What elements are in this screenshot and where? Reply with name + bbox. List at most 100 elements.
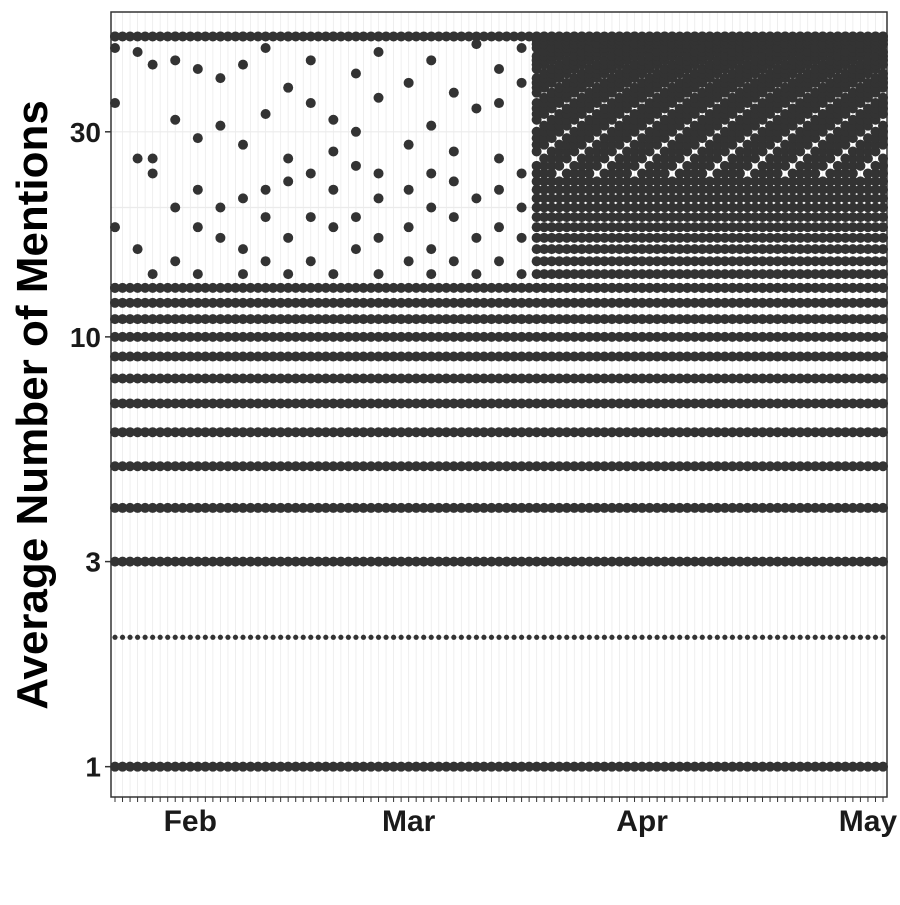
data-point	[268, 297, 279, 308]
data-point	[238, 139, 248, 150]
data-point	[132, 282, 143, 293]
data-point	[343, 461, 354, 472]
data-point	[238, 398, 248, 409]
data-point	[704, 244, 715, 255]
data-point	[795, 193, 806, 204]
data-point	[772, 153, 783, 164]
data-point	[215, 761, 226, 772]
data-point	[847, 461, 858, 472]
data-point	[674, 168, 685, 179]
data-point	[622, 160, 632, 171]
data-point	[539, 47, 550, 58]
data-point	[524, 314, 535, 325]
data-point	[832, 331, 843, 342]
data-point	[486, 373, 497, 384]
data-point	[591, 351, 602, 362]
data-point	[737, 634, 743, 640]
data-point	[381, 297, 392, 308]
data-point	[637, 77, 648, 88]
data-point	[847, 314, 858, 325]
data-point	[744, 634, 751, 640]
data-point	[734, 331, 745, 342]
data-point	[704, 761, 715, 772]
data-point	[155, 373, 166, 384]
data-point	[413, 634, 419, 640]
data-point	[516, 232, 527, 243]
data-point	[772, 331, 783, 342]
data-point	[795, 202, 806, 213]
data-point	[609, 634, 615, 640]
data-point	[215, 297, 226, 308]
data-point	[734, 160, 745, 171]
data-point	[238, 269, 248, 280]
data-point	[283, 502, 294, 513]
data-point	[704, 153, 715, 164]
data-point	[569, 168, 580, 179]
data-point	[667, 59, 678, 70]
data-point	[795, 184, 806, 195]
data-point	[403, 331, 414, 342]
data-point	[840, 202, 851, 213]
data-point	[855, 222, 866, 233]
data-point	[802, 47, 813, 58]
data-point	[531, 232, 542, 243]
data-point	[780, 222, 791, 233]
x-axis: Feb Mar Apr May	[114, 797, 897, 838]
data-point	[704, 160, 715, 171]
data-point	[878, 120, 888, 131]
data-point	[697, 761, 708, 772]
data-point	[328, 398, 339, 409]
data-point	[689, 232, 700, 243]
data-point	[782, 634, 788, 640]
data-point	[659, 146, 670, 157]
data-point	[222, 398, 233, 409]
data-point	[840, 212, 851, 223]
data-point	[546, 160, 557, 171]
data-point	[172, 634, 178, 640]
data-point	[697, 212, 708, 223]
data-point	[388, 427, 399, 438]
data-point	[644, 427, 655, 438]
data-point	[426, 297, 437, 308]
data-point	[335, 373, 346, 384]
data-point	[576, 761, 587, 772]
data-point	[652, 351, 663, 362]
data-point	[531, 398, 542, 409]
data-point	[511, 634, 517, 640]
data-point	[629, 351, 640, 362]
data-point	[531, 556, 542, 567]
data-point	[290, 556, 301, 567]
data-point	[787, 103, 798, 114]
data-point	[180, 634, 186, 640]
data-point	[674, 351, 685, 362]
data-point	[870, 168, 881, 179]
data-point	[275, 556, 286, 567]
data-point	[697, 297, 708, 308]
data-point	[870, 398, 881, 409]
data-point	[260, 427, 271, 438]
data-point	[373, 297, 384, 308]
data-point	[855, 153, 866, 164]
data-point	[441, 373, 452, 384]
data-point	[599, 331, 610, 342]
data-point	[689, 761, 700, 772]
data-point	[704, 256, 715, 267]
data-point	[531, 168, 542, 179]
data-point	[719, 168, 730, 179]
data-point	[328, 761, 339, 772]
data-point	[343, 351, 354, 362]
data-point	[501, 314, 512, 325]
data-point	[494, 461, 504, 472]
data-point	[569, 331, 580, 342]
data-point	[576, 68, 587, 79]
data-point	[674, 77, 685, 88]
data-point	[516, 269, 527, 280]
data-point	[569, 297, 580, 308]
data-point	[840, 461, 851, 472]
data-point	[825, 427, 836, 438]
data-point	[381, 331, 392, 342]
data-point	[539, 761, 550, 772]
data-point	[787, 502, 798, 513]
data-point	[606, 282, 617, 293]
data-point	[132, 244, 143, 255]
